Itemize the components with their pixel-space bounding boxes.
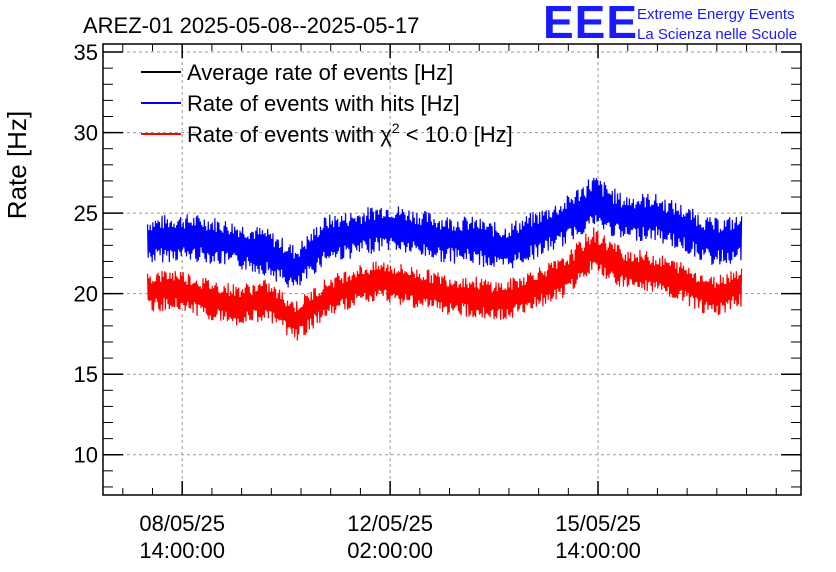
- series-chi2-line: [146, 227, 743, 341]
- legend-label-average: Average rate of events [Hz]: [187, 60, 453, 85]
- x-tick-label-date: 08/05/25: [139, 511, 225, 536]
- y-tick-labels: 10 15 20 25 30 35: [74, 40, 98, 468]
- x-tick-label-date: 15/05/25: [555, 511, 641, 536]
- legend-chi2-sup: 2: [392, 120, 400, 136]
- x-tick-label-time: 02:00:00: [347, 538, 433, 563]
- logo-letters: EEE: [543, 0, 638, 48]
- y-tick-label: 25: [74, 201, 98, 226]
- axis-ticks: [103, 44, 801, 495]
- plot-frame: [102, 43, 802, 496]
- x-tick-label-time: 14:00:00: [139, 538, 225, 563]
- y-tick-label: 10: [74, 443, 98, 468]
- y-tick-label: 30: [74, 121, 98, 146]
- y-tick-label: 15: [74, 362, 98, 387]
- logo-line2: La Scienza nelle Scuole: [637, 26, 797, 43]
- y-tick-label: 20: [74, 282, 98, 307]
- legend-chi2-rest: < 10.0 [Hz]: [400, 122, 513, 147]
- data-series: [146, 177, 743, 341]
- x-tick-label-time: 14:00:00: [555, 538, 641, 563]
- chart-title: AREZ-01 2025-05-08--2025-05-17: [83, 13, 419, 38]
- y-axis-title: Rate [Hz]: [2, 111, 32, 219]
- legend-chi2-main: Rate of events with: [187, 122, 380, 147]
- y-tick-label: 35: [74, 40, 98, 65]
- series-hits-line: [146, 177, 743, 288]
- x-tick-labels: 08/05/2514:00:0012/05/2502:00:0015/05/25…: [139, 511, 640, 563]
- legend: Average rate of events [Hz] Rate of even…: [141, 60, 513, 147]
- x-tick-label-date: 12/05/25: [347, 511, 433, 536]
- logo-line1: Extreme Energy Events: [637, 6, 795, 23]
- eee-logo: EEE Extreme Energy Events La Scienza nel…: [543, 0, 797, 48]
- legend-label-chi2: Rate of events with χ2 < 10.0 [Hz]: [187, 120, 513, 147]
- legend-chi2-symbol: χ: [380, 122, 392, 147]
- legend-label-hits: Rate of events with hits [Hz]: [187, 91, 460, 116]
